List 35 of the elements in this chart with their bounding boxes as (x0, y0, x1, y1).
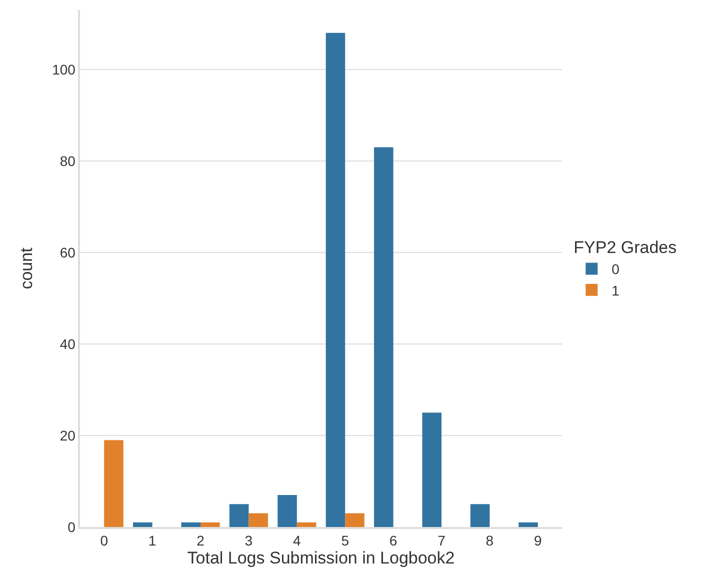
y-tick-label: 80 (60, 152, 76, 169)
legend-label: 1 (612, 282, 620, 298)
legend-title: FYP2 Grades (574, 238, 677, 258)
x-tick-label: 7 (438, 532, 446, 549)
bar (518, 522, 538, 527)
bar (345, 513, 364, 527)
y-tick-label: 40 (60, 336, 76, 352)
x-axis-title: Total Logs Submission in Logbook2 (187, 548, 455, 568)
bar (278, 494, 297, 527)
bar (181, 522, 200, 527)
bar (470, 504, 490, 527)
x-tick-label: 2 (196, 532, 205, 549)
bar (229, 504, 249, 527)
y-axis-title: count (17, 247, 36, 290)
x-tick-label: 3 (244, 532, 253, 549)
bar (104, 440, 124, 527)
bar (326, 32, 346, 527)
bar (133, 522, 152, 527)
y-tick-label: 100 (52, 61, 76, 78)
x-tick-label: 8 (486, 532, 494, 549)
y-tick-label: 20 (60, 427, 76, 444)
y-tick-label: 0 (68, 518, 76, 535)
legend-label: 0 (612, 261, 620, 278)
x-tick-label: 5 (341, 532, 350, 549)
bar (248, 513, 268, 527)
bar (422, 412, 442, 527)
bar (200, 522, 220, 527)
y-tick-label: 60 (60, 244, 76, 260)
bar (374, 147, 394, 527)
x-tick-label: 9 (534, 532, 542, 549)
x-tick-label: 1 (148, 532, 156, 549)
bar (296, 522, 316, 527)
x-tick-label: 0 (100, 532, 108, 549)
x-tick-label: 6 (389, 532, 398, 549)
x-tick-label: 4 (293, 532, 301, 549)
